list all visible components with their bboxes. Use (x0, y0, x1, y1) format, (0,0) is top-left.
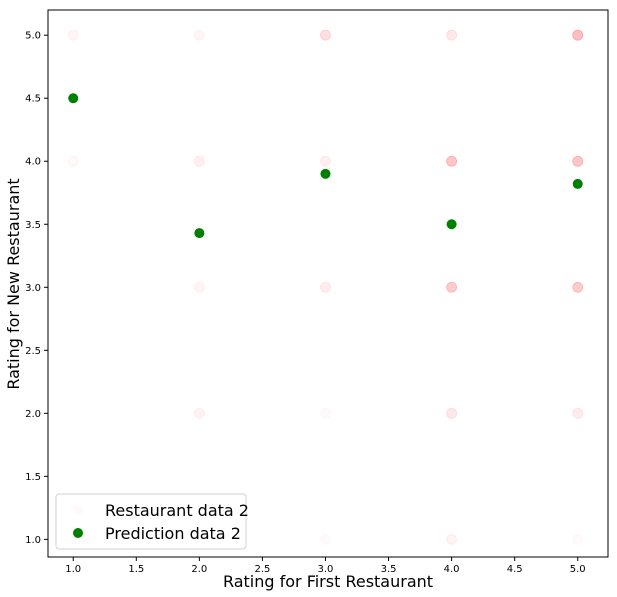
restaurant-data-point (446, 155, 458, 167)
restaurant-data-point (67, 155, 79, 167)
legend-marker-prediction-data (73, 528, 83, 538)
x-tick-label: 4.0 (444, 564, 460, 575)
y-tick-label: 2.5 (25, 346, 41, 357)
x-tick-label: 4.5 (507, 564, 523, 575)
y-tick-label: 2.0 (25, 409, 41, 420)
x-tick-label: 1.5 (128, 564, 144, 575)
x-axis-label: Rating for First Restaurant (223, 572, 433, 591)
restaurant-data-point (446, 281, 458, 293)
prediction-data-point (446, 219, 457, 230)
restaurant-data-point (446, 533, 458, 545)
restaurant-data-point (572, 281, 584, 293)
y-tick-label: 3.0 (25, 283, 41, 294)
restaurant-data-point (320, 29, 331, 41)
y-axis-label: Rating for New Restaurant (4, 178, 23, 389)
prediction-data-point (572, 178, 583, 189)
restaurant-data-point (193, 29, 205, 41)
y-tick-label: 4.5 (25, 94, 41, 105)
restaurant-data-point (193, 281, 205, 293)
y-tick-label: 3.5 (25, 220, 41, 231)
prediction-data-point (68, 93, 79, 104)
restaurant-data-point (572, 29, 584, 41)
x-tick-label: 1.0 (65, 564, 81, 575)
restaurant-data-point (572, 407, 584, 419)
prediction-data-point (320, 168, 331, 179)
restaurant-data-point (320, 407, 331, 419)
restaurant-data-point (193, 407, 205, 419)
prediction-data-series (68, 93, 583, 239)
y-tick-label: 1.0 (25, 535, 41, 546)
legend: Restaurant data 2 Prediction data 2 (55, 493, 249, 550)
restaurant-data-point (320, 281, 331, 293)
x-tick-label: 3.5 (381, 564, 397, 575)
restaurant-data-point (320, 155, 331, 167)
prediction-data-point (194, 228, 205, 239)
restaurant-data-series (67, 29, 584, 545)
y-tick-label: 1.5 (25, 472, 41, 483)
plot-area (47, 9, 609, 558)
y-tick-label: 4.0 (25, 157, 41, 168)
restaurant-data-point (320, 533, 331, 545)
restaurant-data-point (446, 407, 458, 419)
restaurant-data-point (446, 29, 458, 41)
restaurant-data-point (67, 29, 79, 41)
x-tick-label: 2.0 (191, 564, 207, 575)
restaurant-data-point (193, 155, 205, 167)
x-tick-label: 5.0 (570, 564, 586, 575)
restaurant-data-point (572, 155, 584, 167)
legend-label-prediction-data: Prediction data 2 (105, 524, 241, 543)
legend-box (55, 493, 247, 550)
x-tick-label: 2.5 (254, 564, 270, 575)
legend-marker-restaurant-data (73, 505, 83, 515)
legend-label-restaurant-data: Restaurant data 2 (105, 501, 249, 520)
series-layer (67, 29, 584, 545)
restaurant-data-point (572, 533, 584, 545)
tick-group: 1.0 1.5 2.0 2.5 3.0 3.5 4.0 4.5 5.0 1.0 1.5 2.0 2.5 3… (25, 31, 586, 575)
y-tick-label: 5.0 (25, 31, 41, 42)
x-tick-label: 3.0 (318, 564, 334, 575)
